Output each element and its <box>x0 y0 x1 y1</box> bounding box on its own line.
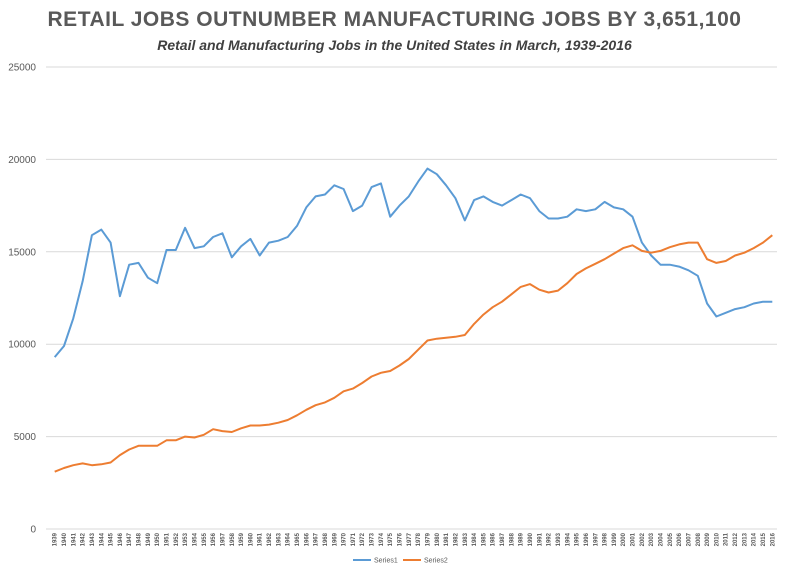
x-tick-label: 2004 <box>658 532 664 546</box>
x-tick-label: 1998 <box>603 532 609 546</box>
x-tick-label: 1956 <box>211 532 217 546</box>
y-tick-label: 10000 <box>8 340 36 351</box>
x-tick-label: 1985 <box>481 532 487 546</box>
x-tick-label: 1973 <box>370 532 376 546</box>
x-tick-label: 1969 <box>332 532 338 546</box>
x-tick-label: 2016 <box>770 532 776 546</box>
x-tick-label: 1977 <box>407 532 413 546</box>
x-tick-label: 2000 <box>621 532 627 546</box>
y-tick-label: 0 <box>30 525 36 536</box>
x-tick-label: 1959 <box>239 532 245 546</box>
x-tick-label: 1988 <box>509 532 515 546</box>
x-tick-label: 1984 <box>472 532 478 546</box>
legend: Series1 Series2 <box>353 558 448 565</box>
x-tick-label: 1991 <box>537 532 543 546</box>
x-tick-label: 1979 <box>425 532 431 546</box>
x-tick-label: 1983 <box>463 532 469 546</box>
chart-title: RETAIL JOBS OUTNUMBER MANUFACTURING JOBS… <box>47 8 742 31</box>
x-tick-label: 1953 <box>183 532 189 546</box>
x-tick-label: 1950 <box>155 532 161 546</box>
x-tick-label: 1994 <box>565 532 571 546</box>
x-tick-label: 2012 <box>733 532 739 546</box>
x-tick-label: 1992 <box>547 532 553 546</box>
x-tick-label: 1970 <box>342 532 348 546</box>
x-tick-label: 1951 <box>165 532 171 546</box>
x-tick-label: 1971 <box>351 532 357 546</box>
x-tick-label: 1943 <box>90 532 96 546</box>
x-tick-label: 1980 <box>435 532 441 546</box>
x-tick-label: 1964 <box>286 532 292 546</box>
x-tick-label: 1975 <box>388 532 394 546</box>
x-tick-label: 1954 <box>192 532 198 546</box>
x-tick-label: 1945 <box>109 532 115 546</box>
x-tick-label: 2011 <box>724 532 730 546</box>
x-tick-label: 1989 <box>519 532 525 546</box>
x-tick-label: 1978 <box>416 532 422 546</box>
y-axis-ticks: 0 5000 10000 15000 20000 25000 <box>8 63 36 536</box>
x-tick-label: 2014 <box>752 532 758 546</box>
x-tick-label: 1968 <box>323 532 329 546</box>
x-tick-label: 2007 <box>686 532 692 546</box>
x-tick-label: 1957 <box>220 532 226 546</box>
x-tick-label: 2010 <box>714 532 720 546</box>
x-tick-label: 1993 <box>556 532 562 546</box>
x-tick-label: 2013 <box>742 532 748 546</box>
series-lines <box>53 167 773 473</box>
x-tick-label: 2003 <box>649 532 655 546</box>
legend-label: Series2 <box>424 558 448 565</box>
y-tick-label: 20000 <box>8 155 36 166</box>
x-tick-label: 1982 <box>453 532 459 546</box>
x-tick-label: 1958 <box>230 532 236 546</box>
x-tick-label: 1942 <box>81 532 87 546</box>
series-line-2 <box>54 234 773 473</box>
x-tick-label: 1966 <box>304 532 310 546</box>
legend-label: Series1 <box>374 558 398 565</box>
x-tick-label: 1986 <box>491 532 497 546</box>
gridlines <box>46 66 777 530</box>
x-tick-label: 1940 <box>62 532 68 546</box>
x-tick-label: 1967 <box>314 532 320 546</box>
series-line-1 <box>53 167 773 358</box>
x-tick-label: 2001 <box>631 532 637 546</box>
x-tick-label: 1939 <box>53 532 59 546</box>
x-tick-label: 1944 <box>99 532 105 546</box>
x-tick-label: 1949 <box>146 532 152 546</box>
x-tick-label: 1996 <box>584 532 590 546</box>
x-tick-label: 1947 <box>127 532 133 546</box>
x-tick-label: 2006 <box>677 532 683 546</box>
x-tick-label: 1948 <box>137 532 143 546</box>
y-tick-label: 25000 <box>8 63 36 74</box>
y-tick-label: 15000 <box>8 247 36 258</box>
x-tick-label: 1972 <box>360 532 366 546</box>
x-tick-label: 1974 <box>379 532 385 546</box>
x-tick-label: 2009 <box>705 532 711 546</box>
x-tick-label: 1999 <box>612 532 618 546</box>
x-tick-label: 1955 <box>202 532 208 546</box>
x-tick-label: 1946 <box>118 532 124 546</box>
x-tick-label: 1961 <box>258 532 264 546</box>
x-tick-label: 1997 <box>593 532 599 546</box>
x-tick-label: 1962 <box>267 532 273 546</box>
x-tick-label: 1963 <box>276 532 282 546</box>
x-tick-label: 1995 <box>575 532 581 546</box>
x-tick-label: 1941 <box>71 532 77 546</box>
x-tick-label: 1987 <box>500 532 506 546</box>
x-tick-label: 2015 <box>761 532 767 546</box>
x-tick-label: 1990 <box>528 532 534 546</box>
x-axis-ticks: 1939 1940 1941 1942 1943 1944 1945 1946 1947 1948… <box>53 532 777 546</box>
x-tick-label: 1965 <box>295 532 301 546</box>
y-tick-label: 5000 <box>14 432 37 443</box>
x-tick-label: 1981 <box>444 532 450 546</box>
x-tick-label: 1952 <box>174 532 180 546</box>
x-tick-label: 2005 <box>668 532 674 546</box>
x-tick-label: 2008 <box>696 532 702 546</box>
x-tick-label: 2002 <box>640 532 646 546</box>
x-tick-label: 1976 <box>398 532 404 546</box>
chart-subtitle: Retail and Manufacturing Jobs in the Uni… <box>157 37 632 53</box>
x-tick-label: 1960 <box>248 532 254 546</box>
